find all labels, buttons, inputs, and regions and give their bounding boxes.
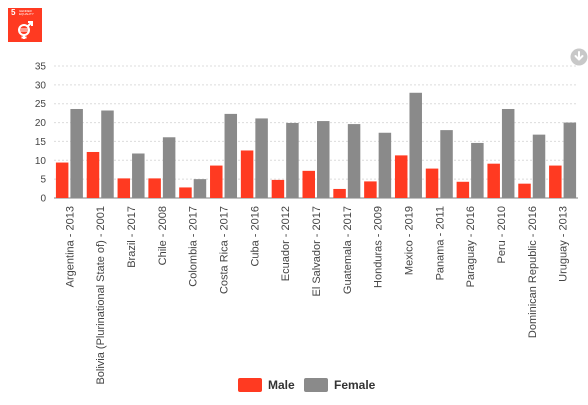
bar-female[interactable] [378, 132, 392, 198]
y-tick-label: 5 [40, 175, 46, 186]
x-tick-label: Ecuador - 2012 [280, 206, 292, 281]
bar-female[interactable] [563, 122, 577, 198]
legend-swatch-female[interactable] [304, 378, 328, 392]
y-tick-label: 20 [35, 118, 47, 129]
bar-male[interactable] [117, 178, 131, 198]
bar-male[interactable] [364, 181, 377, 198]
x-tick-label: Mexico - 2019 [403, 206, 415, 275]
y-tick-label: 10 [35, 156, 47, 167]
x-tick-label: Paraguay - 2016 [465, 206, 477, 287]
y-tick-label: 15 [35, 137, 47, 148]
bar-female[interactable] [471, 142, 484, 198]
bar-male[interactable] [240, 150, 254, 198]
bar-male[interactable] [55, 162, 69, 198]
x-tick-label: Argentina - 2013 [64, 206, 76, 287]
bar-male[interactable] [518, 183, 531, 198]
bar-male[interactable] [210, 165, 223, 198]
bar-male[interactable] [456, 181, 470, 198]
x-tick-label: Bolivia (Plurinational State of) - 2001 [95, 206, 107, 385]
sdg-goal-badge: 5 GENDER EQUALITY [8, 8, 42, 42]
x-tick-label: Peru - 2010 [496, 206, 508, 263]
bar-male[interactable] [425, 168, 439, 198]
bar-female[interactable] [317, 121, 330, 198]
bar-female[interactable] [162, 137, 176, 198]
bar-female[interactable] [501, 108, 515, 198]
bar-female[interactable] [101, 110, 114, 198]
bar-male[interactable] [271, 179, 285, 198]
bar-male[interactable] [394, 155, 408, 198]
bar-male[interactable] [487, 163, 500, 198]
bar-female[interactable] [224, 113, 238, 198]
x-tick-label: Guatemala - 2017 [342, 206, 354, 294]
y-tick-label: 25 [35, 99, 47, 110]
bar-male[interactable] [179, 187, 192, 198]
sdg-goal-number: 5 [11, 8, 16, 17]
bar-female[interactable] [70, 108, 83, 198]
legend-label-female[interactable]: Female [334, 378, 376, 392]
x-tick-label: Colombia - 2017 [188, 206, 200, 287]
bar-male[interactable] [333, 188, 346, 198]
y-tick-label: 30 [35, 80, 47, 91]
bar-male[interactable] [148, 178, 161, 198]
bar-female[interactable] [347, 124, 361, 198]
bar-female[interactable] [193, 179, 207, 198]
bar-male[interactable] [86, 151, 100, 198]
bar-female[interactable] [255, 118, 268, 198]
bar-female[interactable] [440, 130, 453, 198]
gender-equality-icon [18, 21, 33, 39]
x-tick-label: Honduras - 2009 [373, 206, 385, 288]
bar-male[interactable] [549, 165, 562, 198]
sdg-goal-title: GENDER EQUALITY [19, 9, 34, 17]
x-axis-ticks: Argentina - 2013 Bolivia (Plurinational S… [64, 206, 569, 385]
y-axis-ticks: 0 5 10 15 20 25 30 35 [35, 62, 47, 205]
x-tick-label: Cuba - 2016 [249, 206, 261, 267]
y-tick-label: 0 [40, 194, 46, 205]
chart-legend[interactable]: Male Female [238, 378, 376, 392]
x-tick-label: Panama - 2011 [434, 206, 446, 280]
legend-label-male[interactable]: Male [268, 378, 295, 392]
bar-female[interactable] [409, 92, 422, 198]
x-tick-label: Brazil - 2017 [126, 206, 138, 268]
x-tick-label: El Salvador - 2017 [311, 206, 323, 297]
x-tick-label: Chile - 2008 [157, 206, 169, 265]
x-tick-label: Dominican Republic - 2016 [527, 206, 539, 338]
bar-female[interactable] [132, 153, 145, 198]
legend-swatch-male[interactable] [238, 378, 262, 392]
y-tick-label: 35 [35, 62, 47, 73]
x-tick-label: Costa Rica - 2017 [219, 206, 231, 294]
chart-bars [55, 92, 577, 198]
bar-female[interactable] [532, 134, 546, 198]
bar-female[interactable] [286, 122, 299, 198]
bar-male[interactable] [302, 170, 316, 198]
x-tick-label: Uruguay - 2013 [558, 206, 570, 282]
download-icon[interactable] [570, 48, 588, 66]
